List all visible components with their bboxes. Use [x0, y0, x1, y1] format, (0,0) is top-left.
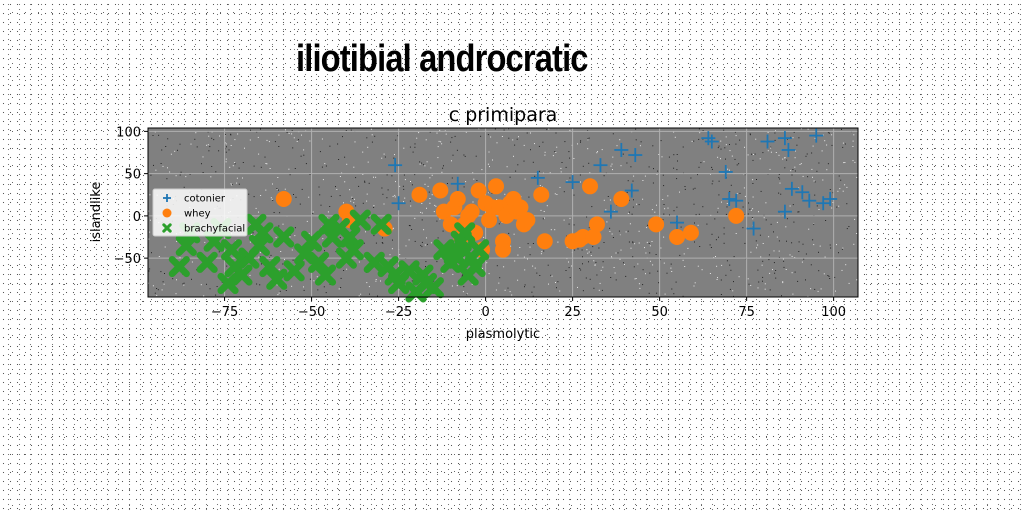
whey-point [582, 178, 598, 194]
whey-point [648, 216, 664, 232]
whey-point [464, 204, 480, 220]
y-tick-label: 100 [116, 125, 141, 140]
y-tick-label: 50 [124, 168, 141, 183]
whey-point [519, 212, 535, 228]
y-axis-ticks: −50 0 50 100 [114, 125, 148, 267]
whey-point [613, 191, 629, 207]
whey-point [432, 183, 448, 199]
legend-label-cotonier: cotonier [184, 194, 226, 205]
plot-title: c primipara [449, 104, 558, 126]
x-tick-label: 75 [738, 305, 755, 320]
x-tick-label: 100 [821, 305, 846, 320]
legend-label-brachyfacial: brachyfacial [184, 224, 245, 235]
whey-point [537, 233, 553, 249]
whey-point [488, 178, 504, 194]
x-tick-label: 0 [481, 305, 489, 320]
whey-point [728, 208, 744, 224]
x-tick-label: 50 [651, 305, 668, 320]
whey-point [450, 191, 466, 207]
whey-point [533, 187, 549, 203]
x-tick-label: −25 [385, 305, 412, 320]
x-axis-label: plasmolytic [466, 327, 540, 342]
x-tick-label: −50 [298, 305, 325, 320]
whey-point [683, 225, 699, 241]
whey-point [495, 242, 511, 258]
legend: cotonier whey brachyfacial [153, 189, 247, 236]
legend-label-whey: whey [184, 209, 211, 220]
y-axis-label: islandlike [89, 182, 104, 243]
x-tick-label: 25 [564, 305, 581, 320]
whey-point [276, 191, 292, 207]
x-axis-ticks: −75 −50 −25 0 25 50 75 100 [211, 297, 846, 320]
whey-point [589, 216, 605, 232]
y-tick-label: −50 [114, 252, 141, 267]
whey-point [669, 229, 685, 245]
whey-point [411, 187, 427, 203]
y-tick-label: 0 [133, 210, 141, 225]
x-tick-label: −75 [211, 305, 238, 320]
legend-marker-whey [163, 209, 172, 218]
